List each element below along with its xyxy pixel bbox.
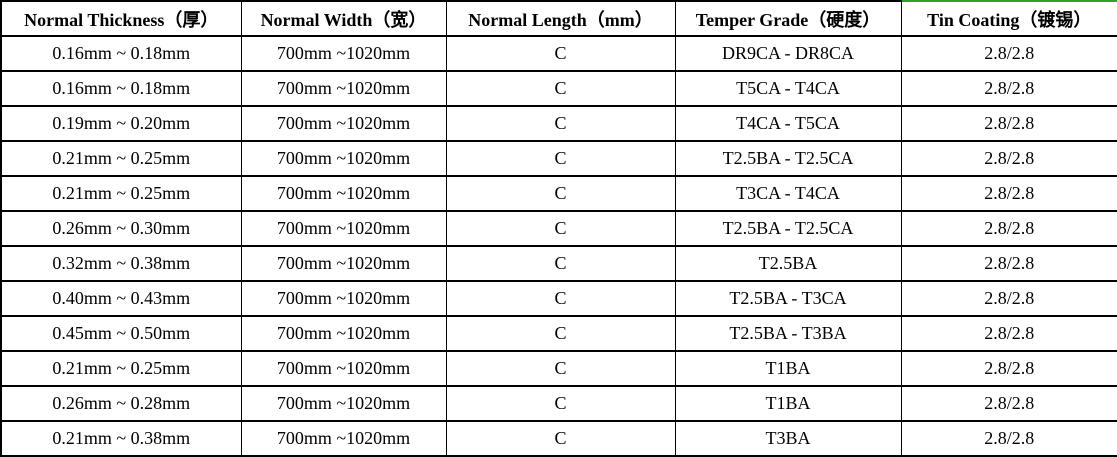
table-cell: 0.32mm ~ 0.38mm [0, 245, 242, 282]
table-body: 0.16mm ~ 0.18mm 700mm ~1020mm C DR9CA - DR8… [0, 35, 1117, 457]
table-row: 0.21mm ~ 0.25mm 700mm ~1020mm C T3CA - T4CA… [0, 175, 1117, 212]
table-cell: 0.26mm ~ 0.30mm [0, 210, 242, 247]
table-header: Normal Thickness（厚） Normal Width（宽） Normal… [0, 0, 1117, 37]
table-row: 0.26mm ~ 0.30mm 700mm ~1020mm C T2.5BA - T2… [0, 210, 1117, 247]
table-cell: 2.8/2.8 [900, 245, 1117, 282]
table-cell: 2.8/2.8 [900, 105, 1117, 142]
column-header-2: Normal Width（宽） [240, 0, 447, 37]
table-cell: 700mm ~1020mm [240, 245, 447, 282]
table-row: 0.16mm ~ 0.18mm 700mm ~1020mm C DR9CA - DR8… [0, 35, 1117, 72]
table-cell: C [445, 140, 676, 177]
table-cell: 700mm ~1020mm [240, 175, 447, 212]
table-row: 0.21mm ~ 0.38mm 700mm ~1020mm C T3BA 2.8/2.8 [0, 420, 1117, 457]
table-cell: 2.8/2.8 [900, 35, 1117, 72]
table-cell: 700mm ~1020mm [240, 70, 447, 107]
table-cell: 0.45mm ~ 0.50mm [0, 315, 242, 352]
table-row: 0.45mm ~ 0.50mm 700mm ~1020mm C T2.5BA - T3… [0, 315, 1117, 352]
table-cell: T1BA [674, 385, 902, 422]
table-row: 0.19mm ~ 0.20mm 700mm ~1020mm C T4CA - T5CA… [0, 105, 1117, 142]
column-header-1: Normal Thickness（厚） [0, 0, 242, 37]
table-cell: 0.21mm ~ 0.38mm [0, 420, 242, 457]
table-row: 0.21mm ~ 0.25mm 700mm ~1020mm C T2.5BA - T2… [0, 140, 1117, 177]
table-cell: 2.8/2.8 [900, 140, 1117, 177]
table-row: 0.21mm ~ 0.25mm 700mm ~1020mm C T1BA 2.8/2.8 [0, 350, 1117, 387]
table-cell: C [445, 70, 676, 107]
table-cell: 2.8/2.8 [900, 350, 1117, 387]
table-row: 0.26mm ~ 0.28mm 700mm ~1020mm C T1BA 2.8/2.8 [0, 385, 1117, 422]
table-cell: T1BA [674, 350, 902, 387]
table-cell: C [445, 210, 676, 247]
table-cell: 2.8/2.8 [900, 280, 1117, 317]
table-cell: 700mm ~1020mm [240, 420, 447, 457]
table-cell: 2.8/2.8 [900, 70, 1117, 107]
table-cell: 0.26mm ~ 0.28mm [0, 385, 242, 422]
table-cell: T2.5BA - T2.5CA [674, 210, 902, 247]
table-cell: 700mm ~1020mm [240, 105, 447, 142]
table-cell: 700mm ~1020mm [240, 35, 447, 72]
table-row: 0.16mm ~ 0.18mm 700mm ~1020mm C T5CA - T4CA… [0, 70, 1117, 107]
table-cell: T5CA - T4CA [674, 70, 902, 107]
table-cell: C [445, 175, 676, 212]
table-cell: T4CA - T5CA [674, 105, 902, 142]
table-cell: 700mm ~1020mm [240, 210, 447, 247]
table-cell: C [445, 315, 676, 352]
table-cell: 0.21mm ~ 0.25mm [0, 175, 242, 212]
table-cell: 0.21mm ~ 0.25mm [0, 350, 242, 387]
table-cell: 0.21mm ~ 0.25mm [0, 140, 242, 177]
table-cell: 700mm ~1020mm [240, 140, 447, 177]
table-cell: 700mm ~1020mm [240, 315, 447, 352]
table-cell: 2.8/2.8 [900, 210, 1117, 247]
column-header-3: Normal Length（mm） [445, 0, 676, 37]
table-cell: 700mm ~1020mm [240, 280, 447, 317]
table-cell: 2.8/2.8 [900, 420, 1117, 457]
table-cell: C [445, 350, 676, 387]
table-cell: T3CA - T4CA [674, 175, 902, 212]
table-cell: 2.8/2.8 [900, 385, 1117, 422]
table-cell: T2.5BA - T3CA [674, 280, 902, 317]
table-cell: 700mm ~1020mm [240, 350, 447, 387]
table-cell: T2.5BA - T3BA [674, 315, 902, 352]
table-cell: C [445, 35, 676, 72]
column-header-4: Temper Grade（硬度） [674, 0, 902, 37]
table-cell: C [445, 245, 676, 282]
header-row: Normal Thickness（厚） Normal Width（宽） Normal… [0, 0, 1117, 37]
table-cell: T3BA [674, 420, 902, 457]
table-cell: DR9CA - DR8CA [674, 35, 902, 72]
table-cell: 0.19mm ~ 0.20mm [0, 105, 242, 142]
table-cell: 0.40mm ~ 0.43mm [0, 280, 242, 317]
table-cell: T2.5BA [674, 245, 902, 282]
table-cell: 0.16mm ~ 0.18mm [0, 70, 242, 107]
table-cell: C [445, 280, 676, 317]
column-header-5: Tin Coating（镀锡） [900, 0, 1117, 37]
table-cell: T2.5BA - T2.5CA [674, 140, 902, 177]
table-row: 0.40mm ~ 0.43mm 700mm ~1020mm C T2.5BA - T3… [0, 280, 1117, 317]
table-cell: 2.8/2.8 [900, 315, 1117, 352]
table-cell: C [445, 420, 676, 457]
table-cell: 700mm ~1020mm [240, 385, 447, 422]
table-cell: C [445, 105, 676, 142]
table-cell: 2.8/2.8 [900, 175, 1117, 212]
table-cell: 0.16mm ~ 0.18mm [0, 35, 242, 72]
table-cell: C [445, 385, 676, 422]
table-row: 0.32mm ~ 0.38mm 700mm ~1020mm C T2.5BA 2.8/2… [0, 245, 1117, 282]
